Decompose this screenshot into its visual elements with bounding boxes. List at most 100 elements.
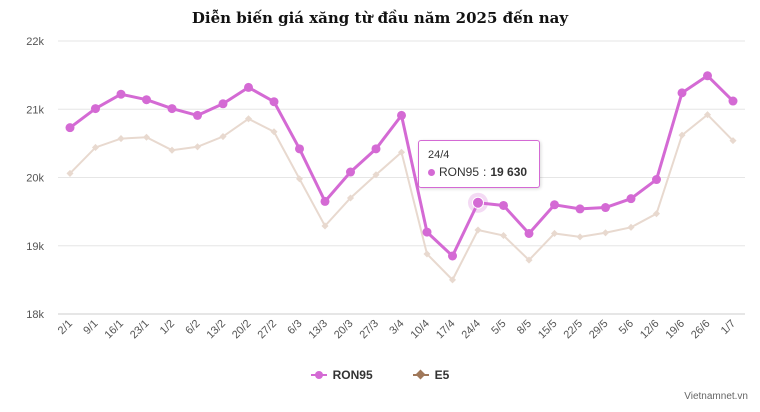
legend-item-e5[interactable]: E5 [412,368,450,382]
point-ron95[interactable] [703,71,712,81]
x-tick-label: 13/3 [306,318,330,342]
x-tick-label: 19/6 [663,318,687,342]
tooltip: 24/4 RON95: 19 630 [418,140,540,188]
x-tick-label: 3/4 [387,318,406,337]
legend-label-ron95: RON95 [332,368,373,382]
legend: RON95 E5 [0,368,760,382]
x-tick-label: 23/1 [128,318,152,342]
point-e5[interactable] [270,128,278,136]
point-e5[interactable] [397,148,406,156]
point-e5[interactable] [703,111,712,119]
point-e5[interactable] [499,231,508,240]
point-e5[interactable] [550,229,559,238]
tooltip-dot [428,168,435,176]
x-tick-label: 27/3 [357,318,381,342]
point-ron95[interactable] [346,167,355,177]
point-e5[interactable] [601,229,610,237]
point-e5[interactable] [448,276,457,284]
point-e5[interactable] [423,250,431,258]
x-tick-label: 15/5 [536,318,560,342]
point-ron95[interactable] [422,227,432,237]
point-e5[interactable] [168,146,176,154]
tooltip-series: RON95 [439,165,480,179]
point-ron95[interactable] [652,175,661,185]
point-e5[interactable] [142,133,151,141]
point-ron95[interactable] [193,110,202,120]
x-tick-label: 8/5 [515,318,534,337]
y-tick-label: 18k [26,309,44,321]
point-e5[interactable] [729,137,737,145]
x-tick-label: 1/7 [719,318,738,337]
point-e5[interactable] [372,171,380,179]
x-tick-label: 20/3 [332,318,356,342]
point-ron95[interactable] [116,89,126,99]
tooltip-row: RON95: 19 630 [428,165,527,179]
tooltip-value: 19 630 [490,165,528,179]
x-tick-label: 10/4 [408,318,432,342]
point-ron95[interactable] [448,251,457,261]
x-tick-label: 29/5 [587,318,611,342]
point-e5[interactable] [346,194,355,202]
point-ron95[interactable] [626,194,636,204]
x-tick-label: 27/2 [255,318,279,342]
point-ron95[interactable] [320,196,330,206]
x-tick-label: 5/5 [489,318,508,337]
point-e5[interactable] [576,233,584,241]
x-tick-label: 22/5 [561,318,585,342]
point-e5[interactable] [91,143,100,152]
point-ron95[interactable] [371,144,381,154]
point-e5[interactable] [219,133,227,141]
y-tick-label: 20k [26,173,44,185]
point-ron95[interactable] [575,204,585,214]
point-e5[interactable] [474,226,482,234]
point-e5[interactable] [117,135,125,143]
point-ron95[interactable] [550,200,559,210]
point-ron95[interactable] [499,200,508,210]
y-tick-label: 19k [26,241,44,253]
point-e5[interactable] [244,115,253,123]
x-tick-label: 12/6 [638,318,662,342]
point-ron95[interactable] [472,196,484,209]
point-e5[interactable] [678,131,686,139]
x-tick-label: 17/4 [434,318,458,342]
legend-item-ron95[interactable]: RON95 [310,368,373,382]
point-ron95[interactable] [677,88,687,98]
legend-marker-ron95 [310,370,327,380]
tooltip-date: 24/4 [428,149,450,161]
point-ron95[interactable] [167,104,177,114]
point-ron95[interactable] [269,97,279,107]
point-ron95[interactable] [295,144,304,154]
point-ron95[interactable] [728,96,738,106]
legend-label-e5: E5 [434,368,450,382]
y-tick-label: 22k [26,36,44,48]
point-e5[interactable] [66,169,74,177]
point-e5[interactable] [652,210,661,218]
x-tick-label: 1/2 [158,318,177,337]
point-e5[interactable] [525,256,533,264]
x-tick-label: 24/4 [459,318,483,342]
chart-title: Diễn biến giá xăng từ đầu năm 2025 đến n… [191,9,569,27]
source-credit: Vietnamnet.vn [684,391,748,402]
legend-marker-e5 [412,369,429,380]
x-tick-label: 2/1 [56,318,75,337]
x-tick-label: 6/3 [285,318,304,337]
x-tick-label: 9/1 [81,318,100,337]
x-tick-label: 20/2 [230,318,254,342]
point-e5[interactable] [321,222,329,230]
point-ron95[interactable] [397,110,406,120]
point-ron95[interactable] [601,203,610,213]
x-tick-label: 13/2 [204,318,228,342]
point-e5[interactable] [627,223,635,231]
point-ron95[interactable] [244,82,253,92]
point-ron95[interactable] [218,99,228,109]
y-tick-label: 21k [26,104,44,116]
point-ron95[interactable] [142,95,151,105]
point-ron95[interactable] [91,104,100,114]
series-line-ron95 [69,74,735,258]
point-ron95[interactable] [65,123,75,133]
point-ron95[interactable] [524,228,534,238]
point-e5[interactable] [295,175,304,183]
point-e5[interactable] [193,143,202,151]
